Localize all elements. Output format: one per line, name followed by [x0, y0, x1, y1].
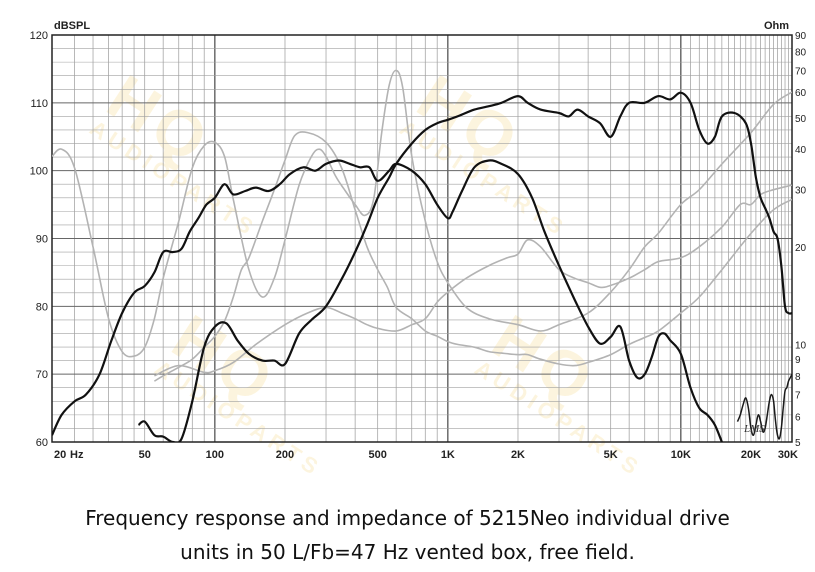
- y-right-tick-label: 10: [795, 340, 807, 351]
- grid: [51, 34, 793, 443]
- spl-curve: [736, 373, 792, 440]
- x-tick-label: 30K: [778, 449, 798, 461]
- y-right-tick-label: 90: [795, 31, 807, 42]
- y-left-tick-label: 90: [36, 234, 48, 246]
- y-left-tick-label: 70: [36, 369, 48, 381]
- lms-signature: LMS: [743, 423, 765, 435]
- x-tick-label: 100: [206, 449, 224, 461]
- impedance-curve: [52, 69, 792, 358]
- y-right-tick-label: 9: [795, 355, 801, 366]
- y-left-tick-label: 100: [30, 166, 48, 178]
- x-tick-label: 5K: [604, 449, 618, 461]
- y-left-tick-label: 80: [36, 301, 48, 313]
- y-left-tick-label: 60: [36, 437, 48, 449]
- y-right-tick-label: 80: [795, 48, 807, 59]
- x-tick-label: 20K: [741, 449, 761, 461]
- impedance-curve: [154, 184, 792, 377]
- x-tick-label: 2K: [511, 449, 525, 461]
- y-right-tick-label: 6: [795, 412, 801, 423]
- y-right-tick-label: 8: [795, 372, 801, 383]
- spl-curve: [137, 91, 792, 442]
- x-axis-unit-label: Hz: [70, 449, 84, 461]
- caption-line-2: units in 50 L/Fb=47 Hz vented box, free …: [180, 540, 635, 564]
- y-right-tick-label: 7: [795, 391, 801, 402]
- y-left-tick-label: 110: [30, 98, 48, 110]
- y-right-tick-label: 5: [795, 438, 801, 449]
- frequency-response-chart: dBSPL Ohm Hz LMS 60 70 80 90 100 110 120 5 6 7 8 9 1…: [30, 20, 807, 461]
- y-right-tick-label: 20: [795, 243, 807, 254]
- x-tick-label: 1K: [441, 449, 455, 461]
- curves: [52, 69, 792, 442]
- y-left-axis-label: dBSPL: [54, 20, 90, 32]
- y-right-tick-label: 60: [795, 88, 807, 99]
- y-right-tick-label: 30: [795, 186, 807, 197]
- y-right-axis-label: Ohm: [764, 20, 789, 32]
- y-left-tick-label: 120: [30, 30, 48, 42]
- x-tick-label: 200: [276, 449, 294, 461]
- y-right-tick-label: 40: [795, 145, 807, 156]
- caption-line-1: Frequency response and impedance of 5215…: [85, 506, 730, 530]
- spl-curve: [52, 159, 723, 442]
- x-tick-label: 500: [369, 449, 387, 461]
- impedance-curve: [153, 131, 792, 382]
- y-right-tick-label: 50: [795, 114, 807, 125]
- axis-labels: dBSPL Ohm Hz LMS 60 70 80 90 100 110 120 5 6 7 8 9 1…: [30, 20, 807, 461]
- plot-frame: [51, 34, 793, 443]
- x-tick-label: 10K: [671, 449, 691, 461]
- x-tick-label: 20: [54, 449, 66, 461]
- y-right-tick-label: 70: [795, 66, 807, 77]
- x-tick-label: 50: [139, 449, 151, 461]
